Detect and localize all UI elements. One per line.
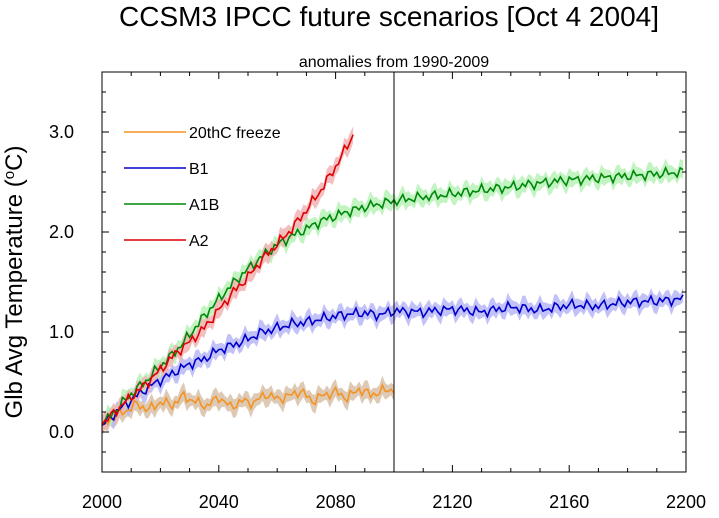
series-line-a1b <box>101 165 684 426</box>
chart-title: CCSM3 IPCC future scenarios [Oct 4 2004] <box>119 1 659 32</box>
legend: 20thC freeze B1 A1B A2 <box>124 125 281 250</box>
series-lines <box>101 134 684 427</box>
x-tick-label: 2160 <box>549 492 589 512</box>
x-tick-label: 2120 <box>432 492 472 512</box>
series-line-b1 <box>101 294 684 426</box>
x-tick-label: 2200 <box>666 492 706 512</box>
legend-label: A2 <box>189 233 209 250</box>
y-tick-label: 0.0 <box>49 422 74 442</box>
series-line-a2 <box>101 134 354 426</box>
plot-axes: 2000 2040 2080 2120 2160 2200 0.0 1.0 2.0 3.0 <box>49 71 706 512</box>
x-tick-label: 2080 <box>316 492 356 512</box>
y-axis-label-superscript: o <box>1 171 18 179</box>
band-20thc-freeze <box>102 375 394 436</box>
legend-label: B1 <box>189 161 209 178</box>
chart-subtitle: anomalies from 1990-2009 <box>299 54 489 71</box>
y-axis-label: Glb Avg Temperature (oC) <box>1 146 29 419</box>
series-line-20thc-freeze <box>101 382 395 427</box>
band-b1 <box>102 287 684 433</box>
y-tick-label: 2.0 <box>49 222 74 242</box>
y-tick-label: 1.0 <box>49 322 74 342</box>
y-tick-label: 3.0 <box>49 122 74 142</box>
legend-label: A1B <box>189 197 219 214</box>
legend-label: 20thC freeze <box>189 125 281 142</box>
band-a2 <box>102 126 354 435</box>
x-tick-label: 2000 <box>82 492 122 512</box>
x-tick-label: 2040 <box>199 492 239 512</box>
